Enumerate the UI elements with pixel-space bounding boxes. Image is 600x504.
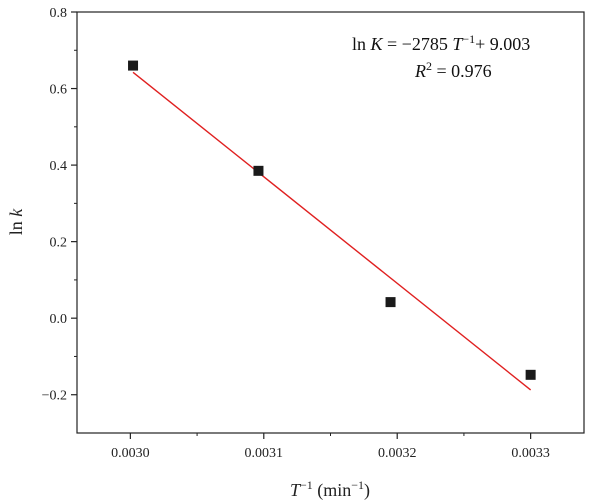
fit-line-group xyxy=(133,72,531,390)
x-axis-exponent: −1 xyxy=(300,478,313,492)
equation-line-1: ln K = −2785 T−1+ 9.003 xyxy=(352,32,530,54)
x-axis-units: (min xyxy=(313,480,352,501)
y-tick-label: −0.2 xyxy=(42,389,67,404)
equation-intercept: + 9.003 xyxy=(475,34,530,54)
data-point xyxy=(253,166,263,176)
x-tick-label: 0.0030 xyxy=(111,446,150,461)
x-axis-close: ) xyxy=(364,480,370,501)
data-points xyxy=(128,61,536,380)
r-squared-value: = 0.976 xyxy=(432,61,492,81)
r-squared-symbol: R xyxy=(414,61,426,81)
data-point xyxy=(128,61,138,71)
x-tick-label: 0.0033 xyxy=(511,446,550,461)
y-axis-title: ln k xyxy=(6,208,26,236)
x-tick-label: 0.0032 xyxy=(378,446,417,461)
x-ticks: 0.0030 0.0031 0.0032 0.0033 xyxy=(111,433,550,461)
x-tick-label: 0.0031 xyxy=(245,446,284,461)
y-axis-symbol: k xyxy=(6,208,26,217)
x-axis-units-exponent: −1 xyxy=(351,478,364,492)
equation-ln: ln xyxy=(352,34,371,54)
y-tick-label: 0.0 xyxy=(50,312,68,327)
y-ticks: −0.2 0.0 0.2 0.4 0.6 0.8 xyxy=(42,6,77,404)
y-tick-label: 0.2 xyxy=(50,236,68,251)
data-point xyxy=(526,370,536,380)
equation-t-exponent: −1 xyxy=(462,32,475,46)
fit-line xyxy=(133,72,531,390)
data-point xyxy=(386,297,396,307)
y-tick-label: 0.4 xyxy=(50,159,68,174)
equation-slope: = −2785 xyxy=(383,34,453,54)
y-tick-label: 0.8 xyxy=(50,6,68,21)
plot-frame xyxy=(77,12,584,433)
x-axis-title: T−1 (min−1) xyxy=(290,478,370,501)
y-axis-ln: ln xyxy=(6,217,26,236)
equation-line-2: R2 = 0.976 xyxy=(414,59,492,81)
y-tick-label: 0.6 xyxy=(50,83,68,98)
equation-k-symbol: K xyxy=(370,34,384,54)
